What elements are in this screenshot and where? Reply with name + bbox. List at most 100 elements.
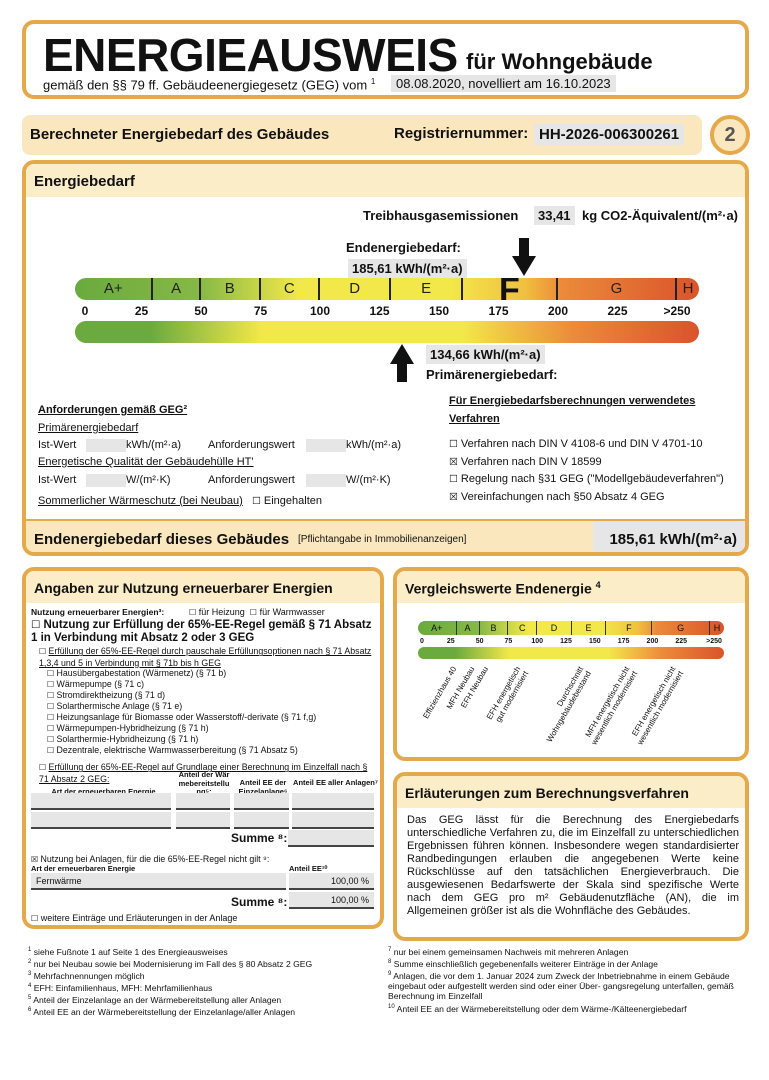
calc-option-checkbox[interactable]: ☐ (39, 763, 47, 773)
method-item: ☐ Verfahren nach DIN V 4108-6 und DIN V … (449, 436, 745, 454)
comparison-panel: Vergleichswerte Endenergie 4 A+ A B C D E F G H … (393, 567, 749, 761)
calc-table-cell[interactable] (234, 812, 289, 829)
rule65-checkbox[interactable]: ☐ (31, 619, 41, 632)
energy-demand-panel: Energiebedarf Treibhausgasemissionen 33,… (22, 160, 749, 556)
method-checkbox[interactable]: ☐ (449, 474, 458, 485)
footnotes-left: 1 siehe Fußnote 1 auf Seite 1 des Energi… (28, 945, 388, 1017)
comparison-tick-label: 50 (475, 638, 484, 645)
footnote-text: Mehrfachnennungen möglich (33, 970, 145, 981)
envelope-requirement-row: Ist-Wert W/(m²·K) Anforderungswert W/(m²… (38, 472, 398, 489)
actual-value-label: Ist-Wert (38, 439, 77, 451)
calc-table-cell[interactable] (176, 812, 230, 829)
footnote-number: 4 (28, 983, 32, 990)
final-summary-value: 185,61 kWh/(m²·a) (593, 521, 745, 552)
calc-table-cell[interactable] (234, 793, 289, 810)
more-entries-checkbox[interactable]: ☐ (31, 913, 39, 923)
footnote-text: Anlagen, die vor dem 1. Januar 2024 zum … (388, 970, 734, 1002)
nonrule-share-field[interactable]: 100,00 % (289, 873, 374, 890)
scale-tick-label: 75 (253, 304, 268, 318)
nonrule-sum-field[interactable]: 100,00 % (289, 892, 374, 909)
flat-option-item: ☐ Wärmepumpen-Hybridheizung (§ 71 h) (47, 723, 376, 734)
calc-table-cell[interactable] (176, 793, 230, 810)
method-checkbox[interactable]: ☒ (449, 491, 458, 503)
comparison-tick-label: 200 (646, 638, 659, 645)
primary-required-field (306, 439, 346, 452)
flat-option-item: ☐ Solarthermie-Hybridheizung (§ 71 h) (47, 734, 376, 745)
final-summary-note: [Pflichtangabe in Immobilienanzeigen] (298, 534, 467, 545)
calc-option-label: Erfüllung der 65%-EE-Regel auf Grundlage… (39, 762, 368, 784)
comparison-tick-label: 75 (504, 638, 513, 645)
scale-tick-label: 50 (194, 304, 208, 318)
usage-label: Nutzung erneuerbarer Energien³: (31, 607, 165, 617)
final-summary-label: Endenergiebedarf dieses Gebäudes (34, 531, 290, 548)
renewables-panel: Angaben zur Nutzung erneuerbarer Energie… (22, 567, 384, 929)
footnote-text: siehe Fußnote 1 auf Seite 1 des Energiea… (33, 946, 228, 957)
footnote: 5 Anteil der Einzelanlage an der Wärmebe… (28, 993, 388, 1005)
hot-water-checkbox[interactable]: ☐ (249, 607, 258, 617)
calc-table-cell[interactable] (292, 812, 374, 829)
method-item: ☒ Vereinfachungen nach §50 Absatz 4 GEG (449, 489, 745, 507)
methods-section: Für Energiebedarfsberechnungen verwendet… (449, 392, 745, 507)
reference-label: EFH energetisch gut modernisiert (484, 665, 530, 724)
option-label: Solarthermische Anlage (§ 71 e) (56, 701, 183, 712)
option-checkbox[interactable]: ☐ (47, 669, 55, 679)
calc-table-cell[interactable] (31, 812, 171, 829)
column-header: Art der erneuerbaren Energie (51, 787, 156, 796)
column-header: Anteil EE der Einzelanlage⁶ (238, 778, 288, 796)
sum-field[interactable] (288, 830, 374, 847)
envelope-quality-title: Energetische Qualität der Gebäudehülle H… (38, 456, 254, 468)
comparison-ticks: 0 25 50 75 100 125 150 175 200 225 >250 (397, 638, 745, 648)
option-checkbox[interactable]: ☐ (47, 680, 55, 690)
summer-checkbox[interactable]: ☐ (251, 495, 261, 507)
footnote-text: EFH: Einfamilienhaus, MFH: Mehrfamilienh… (33, 983, 213, 994)
required-value-label: Anforderungswert (208, 473, 295, 486)
unit-label: kWh/(m²·a) (126, 439, 181, 451)
option-checkbox[interactable]: ☐ (47, 735, 55, 745)
option-checkbox[interactable]: ☐ (47, 702, 55, 712)
option-checkbox[interactable]: ☐ (47, 724, 55, 734)
method-label: Verfahren nach DIN V 18599 (460, 455, 602, 468)
comparison-gradient-bar (418, 647, 724, 659)
footnote: 3 Mehrfachnennungen möglich (28, 969, 388, 981)
calc-table-cell[interactable] (292, 793, 374, 810)
nonrule-label: Nutzung bei Anlagen, für die die 65%-EE-… (40, 854, 270, 864)
primary-energy-value: 134,66 kWh/(m²·a) (426, 345, 545, 364)
option-checkbox[interactable]: ☐ (47, 691, 55, 701)
methods-list: ☐ Verfahren nach DIN V 4108-6 und DIN V … (449, 436, 745, 507)
method-label: Vereinfachungen nach §50 Absatz 4 GEG (460, 490, 665, 503)
comparison-class-bar: A+ A B C D E F G H (418, 621, 724, 635)
method-label: Verfahren nach DIN V 4108-6 und DIN V 47… (460, 438, 703, 450)
scale-tick-label: 0 (81, 304, 89, 318)
efficiency-class-e: E (572, 621, 607, 635)
nonrule-type-field[interactable]: Fernwärme (31, 873, 286, 890)
nonrule-header-type: Art der erneuerbaren Energie (31, 864, 136, 873)
footnote-ref: 4 (595, 580, 601, 590)
option-checkbox[interactable]: ☐ (47, 713, 55, 723)
calc-option-row: ☐ Erfüllung der 65%-EE-Regel auf Grundla… (39, 762, 376, 784)
explanation-panel: Erläuterungen zum Berechnungsverfahren D… (393, 772, 749, 941)
method-checkbox[interactable]: ☐ (449, 439, 458, 450)
heating-checkbox[interactable]: ☐ (188, 607, 197, 617)
registration-label: Registriernummer: (394, 125, 529, 142)
method-checkbox[interactable]: ☒ (449, 456, 458, 468)
calc-table-header: Art der erneuerbaren Energie Anteil der … (31, 770, 378, 801)
footnote-number: 9 (388, 971, 392, 978)
option-checkbox[interactable]: ☐ (47, 746, 55, 756)
page-number-badge: 2 (710, 115, 750, 155)
scale-tick-label: 25 (134, 304, 149, 318)
unit-label: W/(m²·K) (346, 473, 391, 486)
option-label: Wärmepumpen-Hybridheizung (§ 71 h) (56, 723, 209, 734)
efficiency-class-b: B (480, 621, 509, 635)
flat-option-checkbox[interactable]: ☐ (39, 647, 47, 657)
option-label: Hausübergabestation (Wärmenetz) (§ 71 b) (56, 668, 227, 679)
gradient-scale-bar (75, 321, 699, 343)
usage-row: Nutzung erneuerbarer Energien³: ☐ für He… (31, 606, 376, 619)
efficiency-class-e: E (391, 278, 463, 300)
method-item: ☐ Regelung nach §31 GEG ("Modellgebäudev… (449, 471, 745, 489)
final-energy-label: Endenergiebedarf: (346, 240, 461, 255)
scale-tick-label: 225 (607, 304, 628, 318)
calc-table-cell[interactable] (31, 793, 171, 810)
column-header: Anteil EE aller Anlagen⁷ (293, 778, 378, 787)
nonrule-checkbox[interactable]: ☒ (31, 855, 39, 864)
option-label: Solarthermie-Hybridheizung (§ 71 h) (56, 734, 199, 745)
